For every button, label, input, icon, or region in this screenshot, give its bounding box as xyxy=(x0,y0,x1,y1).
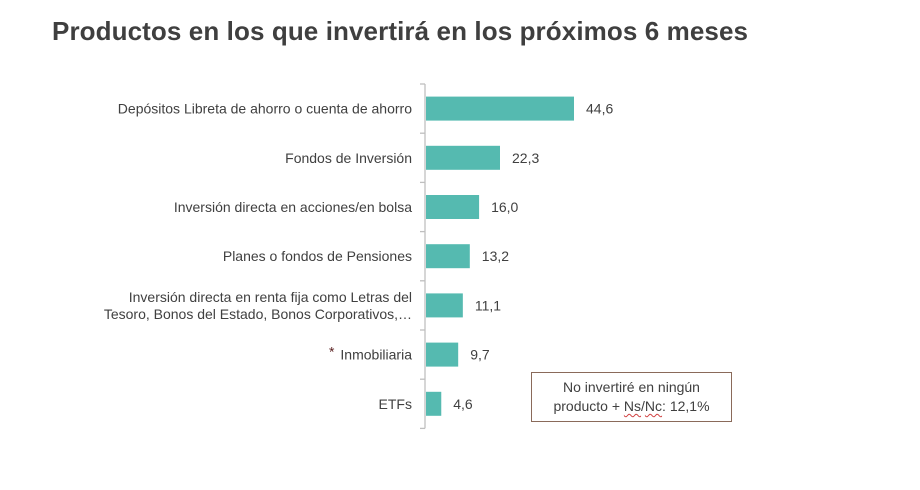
annotation-box: No invertiré en ningún producto + Ns/Nc:… xyxy=(531,372,732,422)
data-label: 11,1 xyxy=(475,297,501,313)
category-label: Depósitos Libreta de ahorro o cuenta de … xyxy=(118,101,412,117)
bar xyxy=(426,96,574,121)
annotation-line-1: No invertiré en ningún xyxy=(563,379,700,395)
bar xyxy=(426,342,459,367)
data-label: 4,6 xyxy=(453,396,473,412)
bar xyxy=(426,145,500,170)
data-label: 22,3 xyxy=(512,150,539,166)
category-label: Tesoro, Bonos del Estado, Bonos Corporat… xyxy=(104,306,412,322)
annotation-suffix: : 12,1% xyxy=(662,398,710,414)
bar xyxy=(426,391,442,416)
data-label: 13,2 xyxy=(482,248,509,264)
footnote-marker: * xyxy=(329,344,335,360)
annotation-ns: Ns xyxy=(623,398,642,414)
annotation-sep: / xyxy=(641,398,645,414)
data-label: 44,6 xyxy=(586,101,613,117)
bar xyxy=(426,195,480,219)
category-label: Inversión directa en acciones/en bolsa xyxy=(174,199,412,215)
bar xyxy=(426,293,463,318)
data-label: 16,0 xyxy=(491,199,518,215)
chart-title: Productos en los que invertirá en los pr… xyxy=(52,16,749,46)
bar xyxy=(426,244,470,269)
category-label: Fondos de Inversión xyxy=(285,150,412,166)
data-label: 9,7 xyxy=(470,347,490,363)
category-label: Inmobiliaria xyxy=(340,347,412,363)
annotation-prefix: producto + xyxy=(553,398,624,414)
category-label: ETFs xyxy=(379,396,412,412)
category-label: Inversión directa en renta fija como Let… xyxy=(129,289,412,305)
annotation-line-2: producto + Ns/Nc: 12,1% xyxy=(532,397,731,416)
annotation-nc: Nc xyxy=(644,398,663,414)
category-label: Planes o fondos de Pensiones xyxy=(223,248,412,264)
